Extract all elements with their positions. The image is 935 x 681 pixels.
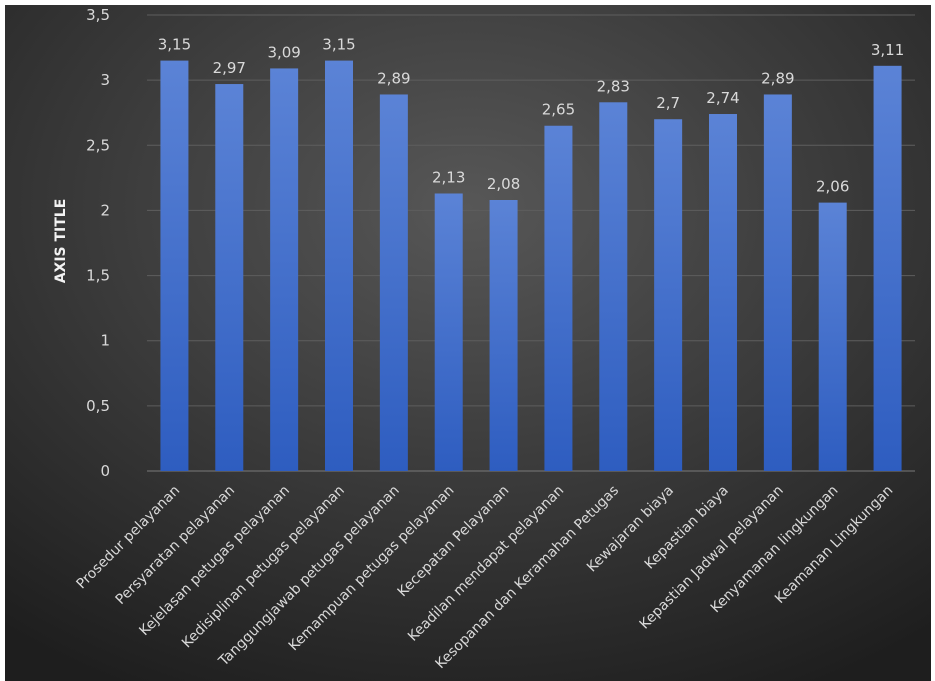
bar [654, 119, 683, 471]
data-label: 3,15 [322, 36, 355, 54]
bar [434, 193, 463, 471]
y-tick-label: 1,5 [86, 267, 110, 285]
bar [325, 60, 353, 471]
data-label: 3,09 [267, 43, 300, 61]
data-label: 2,89 [377, 69, 410, 87]
data-label: 3,15 [158, 36, 191, 54]
data-label: 2,06 [816, 178, 849, 196]
bar [379, 94, 408, 471]
data-label: 2,74 [706, 89, 739, 107]
data-label: 3,11 [871, 41, 904, 59]
y-tick-label: 2,5 [86, 136, 110, 154]
bar [763, 94, 792, 471]
y-tick-label: 2 [100, 201, 110, 219]
data-label: 2,83 [597, 77, 630, 95]
bar [873, 65, 902, 471]
data-label: 2,08 [487, 175, 520, 193]
y-tick-label: 3,5 [86, 6, 110, 24]
y-axis-ticks: 0 0,5 1 1,5 2 2,5 3 3,5 [86, 6, 110, 480]
bar [818, 202, 847, 471]
bar [215, 84, 244, 472]
y-tick-label: 0 [100, 462, 110, 480]
bar [599, 102, 628, 471]
y-axis-title: AXIS TITLE [53, 199, 69, 284]
data-label: 2,89 [761, 69, 794, 87]
data-label: 2,7 [656, 94, 680, 112]
bar [709, 114, 737, 471]
bar [544, 125, 573, 471]
bar [160, 60, 189, 471]
data-label: 2,65 [542, 101, 575, 119]
data-label: 2,97 [213, 59, 246, 77]
y-tick-label: 3 [100, 71, 110, 89]
bar [270, 68, 299, 471]
y-tick-label: 0,5 [86, 397, 110, 415]
data-label: 2,13 [432, 168, 465, 186]
bar [489, 200, 518, 471]
bars [160, 60, 902, 472]
y-tick-label: 1 [100, 332, 110, 350]
data-labels: 3,15 2,97 3,09 3,15 2,89 2,13 2,08 2,65 2,83 2,7 2… [158, 36, 905, 196]
